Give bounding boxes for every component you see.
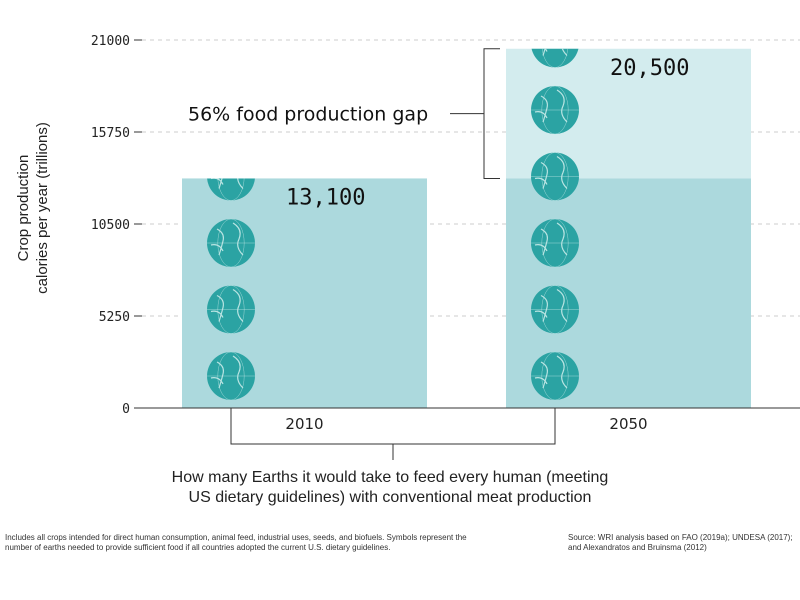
- chart-caption-line-2: US dietary guidelines) with conventional…: [189, 489, 592, 506]
- earth-icon: [207, 218, 255, 268]
- chart-labels: 13,100 20,500 56% food production gap Crop …: [15, 48, 689, 506]
- y-axis-label-line-1: Crop production: [15, 155, 32, 262]
- gap-bracket: [450, 48, 500, 179]
- gridlines: [142, 39, 800, 317]
- earth-icon: [531, 48, 579, 68]
- y-tick-label-10500: 10500: [91, 218, 130, 233]
- earth-icon: [531, 285, 579, 334]
- y-tick-label-5250: 5250: [99, 310, 130, 325]
- y-tick-label-15750: 15750: [91, 126, 130, 141]
- x-tick-label-2050: 2050: [609, 415, 647, 433]
- earth-icon: [531, 351, 579, 401]
- footnote-source: Source: WRI analysis based on FAO (2019a…: [568, 533, 793, 552]
- earth-icon: [531, 85, 579, 135]
- value-label-2010: 13,100: [286, 185, 365, 210]
- earth-icon: [207, 285, 255, 334]
- axes: 0 5250 10500 15750 21000 2010 2050: [91, 34, 800, 433]
- y-tick-label-21000: 21000: [91, 34, 130, 49]
- footnote-left: Includes all crops intended for direct h…: [5, 533, 467, 552]
- y-axis-label-line-2: calories per year (trillions): [34, 122, 51, 294]
- earth-icon: [531, 218, 579, 268]
- value-label-2050: 20,500: [610, 56, 689, 81]
- earth-stack-2050: [531, 48, 579, 401]
- earth-icon: [531, 152, 579, 201]
- caption-bracket: [230, 408, 556, 460]
- earth-stack-2010: [207, 178, 255, 401]
- chart-caption-line-1: How many Earths it would take to feed ev…: [172, 469, 609, 486]
- gap-label: 56% food production gap: [188, 104, 428, 126]
- earth-symbols: [207, 48, 579, 401]
- y-tick-label-0: 0: [122, 402, 130, 417]
- food-gap-chart: 0 5250 10500 15750 21000 2010 2050 13,100 20,50…: [15, 34, 800, 506]
- earth-icon: [207, 178, 255, 201]
- x-tick-label-2010: 2010: [285, 415, 323, 433]
- earth-icon: [207, 351, 255, 401]
